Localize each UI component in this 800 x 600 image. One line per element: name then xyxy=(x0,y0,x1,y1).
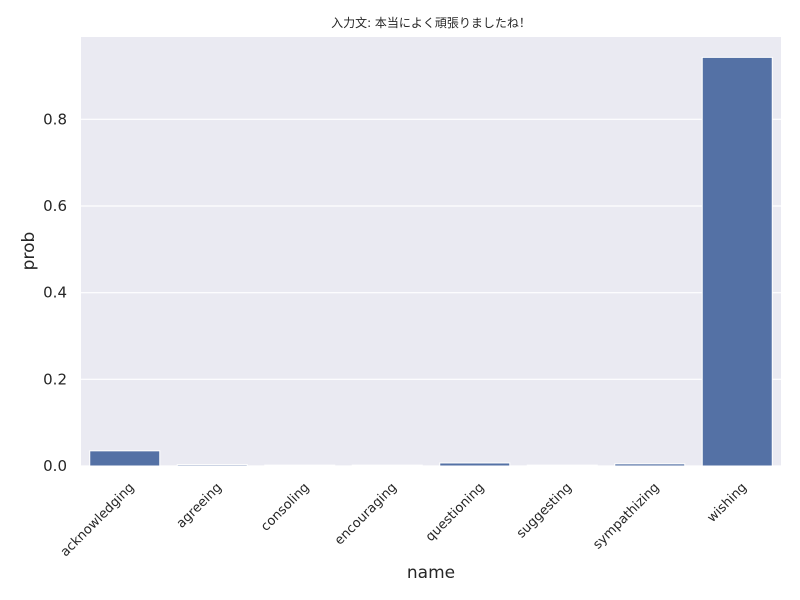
x-tick-label-wishing: wishing xyxy=(705,480,751,526)
bar-wishing xyxy=(701,56,773,467)
x-tick-label-agreeing: agreeing xyxy=(174,480,225,531)
bar-suggesting xyxy=(526,464,598,467)
x-tick-label-questioning: questioning xyxy=(423,480,488,545)
x-tick-label-consoling: consoling xyxy=(258,480,312,534)
y-tick-labels: 0.0 0.2 0.4 0.6 0.8 xyxy=(43,110,67,475)
bar-questioning xyxy=(439,462,511,467)
x-tick-labels: acknowledging agreeing consoling encouragin… xyxy=(58,480,750,560)
x-tick-label-acknowledging: acknowledging xyxy=(58,480,138,560)
bar-sympathizing xyxy=(614,463,686,467)
x-axis-title: name xyxy=(407,563,455,583)
bar-acknowledging xyxy=(89,450,161,467)
x-tick-label-suggesting: suggesting xyxy=(514,480,575,541)
y-tick-label: 0.0 xyxy=(43,457,67,475)
y-tick-label: 0.4 xyxy=(43,284,67,302)
x-tick-label-sympathizing: sympathizing xyxy=(590,480,662,552)
y-tick-label: 0.8 xyxy=(43,110,67,128)
bar-encouraging xyxy=(351,464,423,467)
y-tick-label: 0.2 xyxy=(43,370,67,388)
y-tick-label: 0.6 xyxy=(43,197,67,215)
y-axis-title: prob xyxy=(19,232,39,271)
bar-consoling xyxy=(264,464,336,467)
chart-title: 入力文: 本当によく頑張りましたね！ xyxy=(331,15,531,30)
bars xyxy=(89,56,773,467)
x-tick-label-encouraging: encouraging xyxy=(332,480,400,548)
bar-agreeing xyxy=(176,464,248,467)
plot-background xyxy=(81,37,781,466)
